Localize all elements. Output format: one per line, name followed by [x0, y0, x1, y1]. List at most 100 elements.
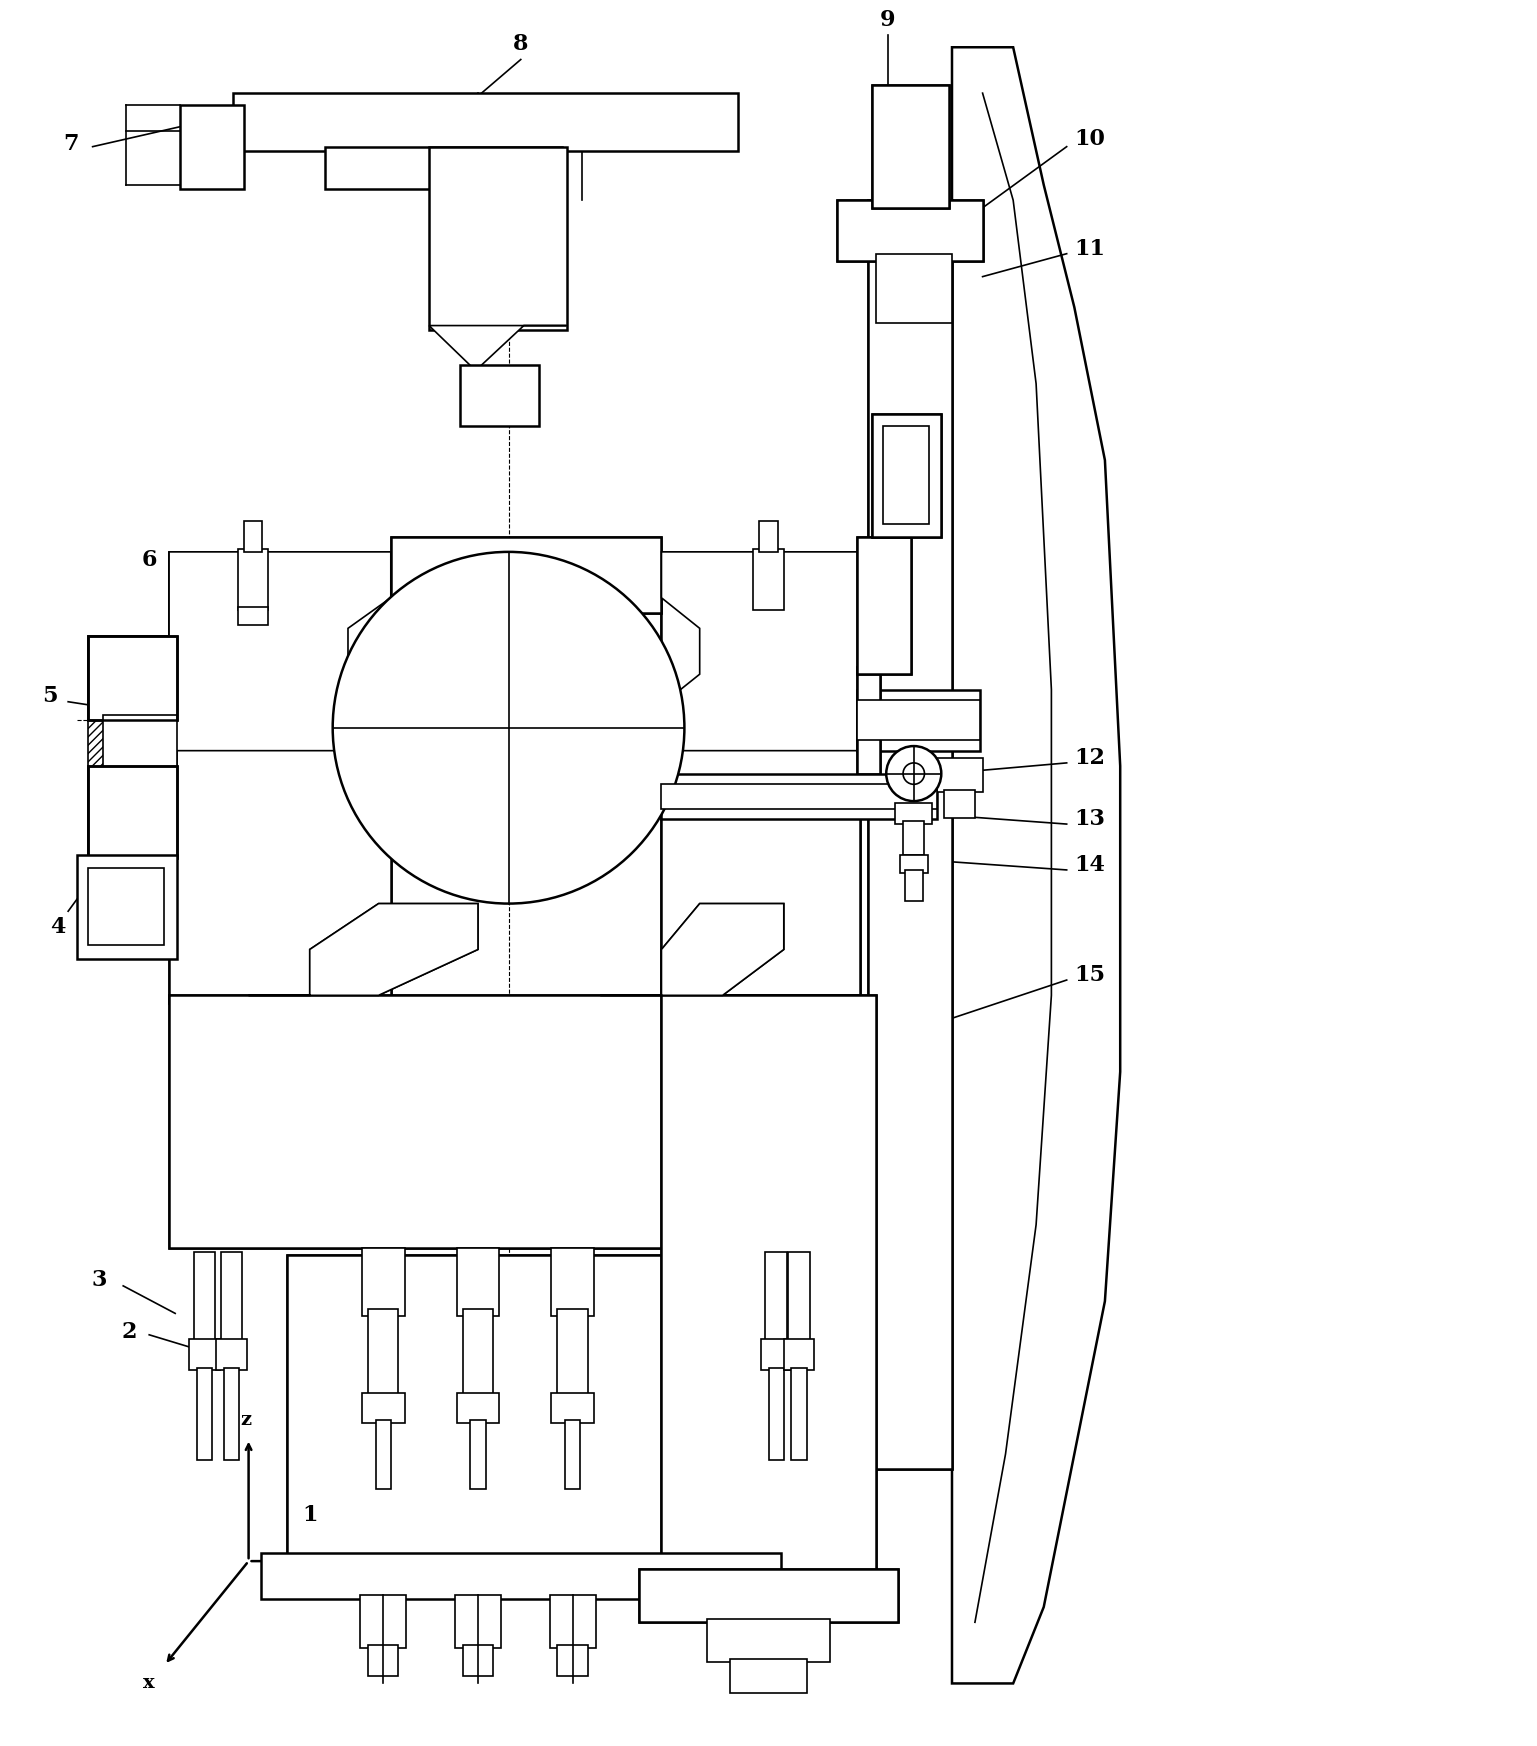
Polygon shape — [951, 47, 1120, 1683]
Bar — [661, 784, 936, 808]
Text: 4: 4 — [49, 915, 65, 938]
Bar — [169, 995, 861, 1248]
Bar — [197, 1369, 212, 1460]
Bar — [876, 253, 951, 323]
Polygon shape — [429, 325, 567, 368]
Text: 2: 2 — [121, 1320, 137, 1343]
Text: 10: 10 — [1074, 127, 1105, 150]
Text: 3: 3 — [91, 1269, 106, 1290]
Bar — [88, 636, 177, 719]
Bar — [661, 552, 861, 1002]
Bar — [550, 1594, 596, 1648]
Polygon shape — [601, 904, 784, 995]
Bar — [558, 1310, 589, 1400]
Bar — [858, 536, 911, 674]
Bar — [470, 1421, 486, 1489]
Bar — [707, 1619, 830, 1662]
Bar — [221, 1252, 243, 1344]
Bar — [901, 854, 927, 873]
Text: 12: 12 — [1074, 747, 1105, 770]
Text: 15: 15 — [1074, 964, 1105, 986]
Bar — [638, 1568, 899, 1622]
Bar — [884, 426, 928, 524]
Text: 8: 8 — [513, 33, 529, 56]
Bar — [88, 636, 177, 857]
Bar — [873, 86, 948, 208]
Bar — [287, 1255, 745, 1561]
Bar — [88, 636, 177, 719]
Bar — [868, 201, 951, 1470]
Bar — [858, 700, 979, 740]
Bar — [103, 716, 177, 768]
Bar — [661, 995, 876, 1577]
Polygon shape — [601, 904, 784, 995]
Bar — [234, 93, 738, 152]
Bar — [429, 147, 567, 330]
Text: x: x — [143, 1674, 155, 1692]
Polygon shape — [249, 904, 478, 995]
Circle shape — [332, 552, 684, 904]
Bar — [661, 552, 861, 1002]
Bar — [238, 608, 269, 625]
Bar — [456, 1248, 500, 1316]
Text: 6: 6 — [141, 548, 157, 571]
Bar — [244, 522, 263, 552]
Text: 7: 7 — [63, 133, 78, 155]
Bar — [730, 1659, 807, 1692]
Bar — [788, 1252, 810, 1344]
Bar — [858, 667, 881, 773]
Bar — [189, 1339, 220, 1371]
Bar — [905, 870, 922, 901]
Bar — [873, 86, 948, 208]
Bar — [873, 414, 941, 536]
Bar — [566, 1421, 581, 1489]
Bar — [169, 995, 861, 1248]
Bar — [460, 365, 539, 426]
Text: 11: 11 — [1074, 237, 1105, 260]
Text: 1: 1 — [301, 1505, 318, 1526]
Bar — [552, 1248, 595, 1316]
Bar — [858, 667, 881, 773]
Bar — [88, 766, 177, 857]
Bar — [88, 868, 164, 945]
Bar — [169, 552, 390, 1002]
Bar — [661, 773, 936, 819]
Bar — [765, 1252, 787, 1344]
Bar — [455, 1594, 501, 1648]
Bar — [638, 1568, 899, 1622]
Bar — [390, 536, 661, 613]
Bar — [944, 791, 974, 817]
Bar — [784, 1339, 815, 1371]
Bar — [324, 147, 563, 190]
Bar — [552, 1393, 595, 1423]
Bar — [896, 803, 931, 824]
Bar — [390, 536, 661, 613]
Bar — [759, 522, 778, 552]
Bar — [287, 1255, 745, 1561]
Bar — [367, 1645, 398, 1676]
Bar — [936, 758, 982, 793]
Bar — [361, 1248, 404, 1316]
Bar — [194, 1252, 215, 1344]
Bar — [868, 201, 951, 1470]
Bar — [88, 636, 177, 857]
Polygon shape — [661, 552, 861, 751]
Bar — [858, 536, 911, 674]
Bar — [238, 548, 269, 609]
Bar — [558, 1645, 589, 1676]
Polygon shape — [169, 552, 390, 751]
Bar — [169, 552, 390, 1002]
Bar — [367, 1310, 398, 1400]
Bar — [792, 1369, 807, 1460]
Bar — [77, 854, 177, 959]
Circle shape — [887, 746, 941, 801]
Bar — [360, 1594, 406, 1648]
Text: z: z — [240, 1411, 251, 1430]
Text: 13: 13 — [1074, 808, 1105, 831]
Bar — [768, 1369, 784, 1460]
Bar — [88, 766, 177, 857]
Bar — [753, 548, 784, 609]
Bar — [904, 821, 924, 854]
Bar — [761, 1339, 792, 1371]
Text: 5: 5 — [41, 684, 57, 707]
